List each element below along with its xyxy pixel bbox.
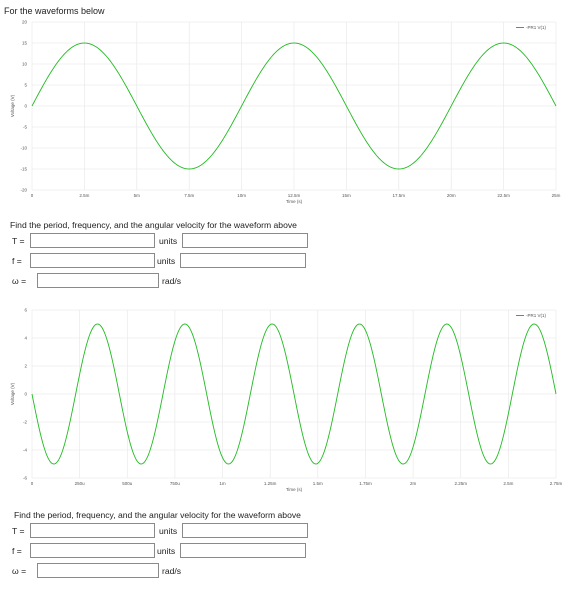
legend-label: -PR1 V(1): [526, 25, 547, 30]
x-tick-label: 500u: [122, 481, 133, 486]
x-tick-label: 20m: [447, 193, 456, 198]
question-1-f-units-input[interactable]: [180, 253, 306, 268]
question-1-f-units-label: units: [157, 256, 176, 266]
question-1-w-units-label: rad/s: [162, 276, 182, 286]
question-1-w-input[interactable]: [37, 273, 159, 288]
question-2-T-label: T =: [12, 526, 25, 536]
question-2-T-input[interactable]: [30, 523, 155, 538]
x-tick-label: 10m: [237, 193, 246, 198]
question-2-T-units-input[interactable]: [182, 523, 308, 538]
question-2-f-label: f =: [12, 546, 22, 556]
question-1-T-units-label: units: [159, 236, 178, 246]
x-tick-label: 1.75m: [359, 481, 372, 486]
y-tick-label: 6: [24, 308, 27, 313]
question-1-T-input[interactable]: [30, 233, 155, 248]
intro-text: For the waveforms below: [4, 6, 105, 16]
legend-label: -PR1 V(1): [526, 313, 547, 318]
x-tick-label: 250u: [75, 481, 86, 486]
x-tick-label: 2.5m: [503, 481, 513, 486]
x-tick-label: 0: [31, 481, 34, 486]
waveform-trace-2: [31, 323, 557, 465]
question-2-f-input[interactable]: [30, 543, 155, 558]
x-tick-label: 15m: [342, 193, 351, 198]
question-2-w-units-label: rad/s: [162, 566, 182, 576]
y-tick-label: 10: [22, 62, 28, 67]
x-tick-label: 2.25m: [454, 481, 467, 486]
x-tick-label: 7.5m: [184, 193, 194, 198]
waveform-chart-2-svg: 0 250u 500u 750u 1m 1.25m 1.5m 1.75m 2m 2.25m 2.5m…: [10, 308, 563, 493]
y-axis-label: Voltage (V): [10, 382, 15, 405]
question-2-f-units-label: units: [157, 546, 176, 556]
x-tick-label: 2.5m: [79, 193, 89, 198]
question-2-title: Find the period, frequency, and the angu…: [14, 510, 301, 520]
x-tick-label: 1.5m: [313, 481, 323, 486]
y-tick-label: 0: [24, 392, 27, 397]
waveform-chart-2: 0 250u 500u 750u 1m 1.25m 1.5m 1.75m 2m 2.25m 2.5m…: [8, 308, 568, 498]
y-tick-label: 0: [24, 104, 27, 109]
x-tick-label: 1m: [219, 481, 226, 486]
question-1-T-label: T =: [12, 236, 25, 246]
y-tick-label: 4: [24, 336, 27, 341]
y-tick-label: 20: [22, 20, 28, 25]
x-tick-label: 2.75m: [550, 481, 563, 486]
x-tick-label: 22.5m: [497, 193, 510, 198]
question-1-w-label: ω =: [12, 276, 27, 286]
y-tick-label: -2: [23, 420, 27, 425]
question-1-f-label: f =: [12, 256, 22, 266]
y-tick-label: 5: [24, 83, 27, 88]
y-tick-label: -4: [23, 448, 27, 453]
y-axis-label: Voltage (V): [10, 94, 15, 117]
y-tick-label: 2: [24, 364, 27, 369]
question-2-f-units-input[interactable]: [180, 543, 306, 558]
y-tick-label: -20: [20, 188, 27, 193]
question-2-w-label: ω =: [12, 566, 27, 576]
x-tick-label: 1.25m: [264, 481, 277, 486]
y-tick-label: -10: [20, 146, 27, 151]
x-tick-label: 12.5m: [288, 193, 301, 198]
x-axis-label: Time (s): [286, 487, 303, 492]
x-tick-label: 25m: [552, 193, 561, 198]
waveform-chart-1: 0 2.5m 5m 7.5m 10m 12.5m 15m 17.5m 20m 22.5m 25m 20…: [8, 20, 568, 210]
x-tick-label: 0: [31, 193, 34, 198]
x-tick-label: 2m: [410, 481, 417, 486]
y-tick-label: 15: [22, 41, 28, 46]
y-tick-label: -5: [23, 125, 27, 130]
x-axis-label: Time (s): [286, 199, 303, 204]
question-1-T-units-input[interactable]: [182, 233, 308, 248]
x-tick-label: 5m: [134, 193, 141, 198]
waveform-chart-1-svg: 0 2.5m 5m 7.5m 10m 12.5m 15m 17.5m 20m 22.5m 25m 20…: [10, 20, 561, 205]
question-2-T-units-label: units: [159, 526, 178, 536]
question-1-title: Find the period, frequency, and the angu…: [10, 220, 297, 230]
x-tick-label: 750u: [170, 481, 181, 486]
question-1-f-input[interactable]: [30, 253, 155, 268]
waveform-trace-1: [31, 42, 557, 170]
y-tick-label: -6: [23, 476, 27, 481]
question-2-w-input[interactable]: [37, 563, 159, 578]
y-tick-label: -15: [20, 167, 27, 172]
x-tick-label: 17.5m: [393, 193, 406, 198]
